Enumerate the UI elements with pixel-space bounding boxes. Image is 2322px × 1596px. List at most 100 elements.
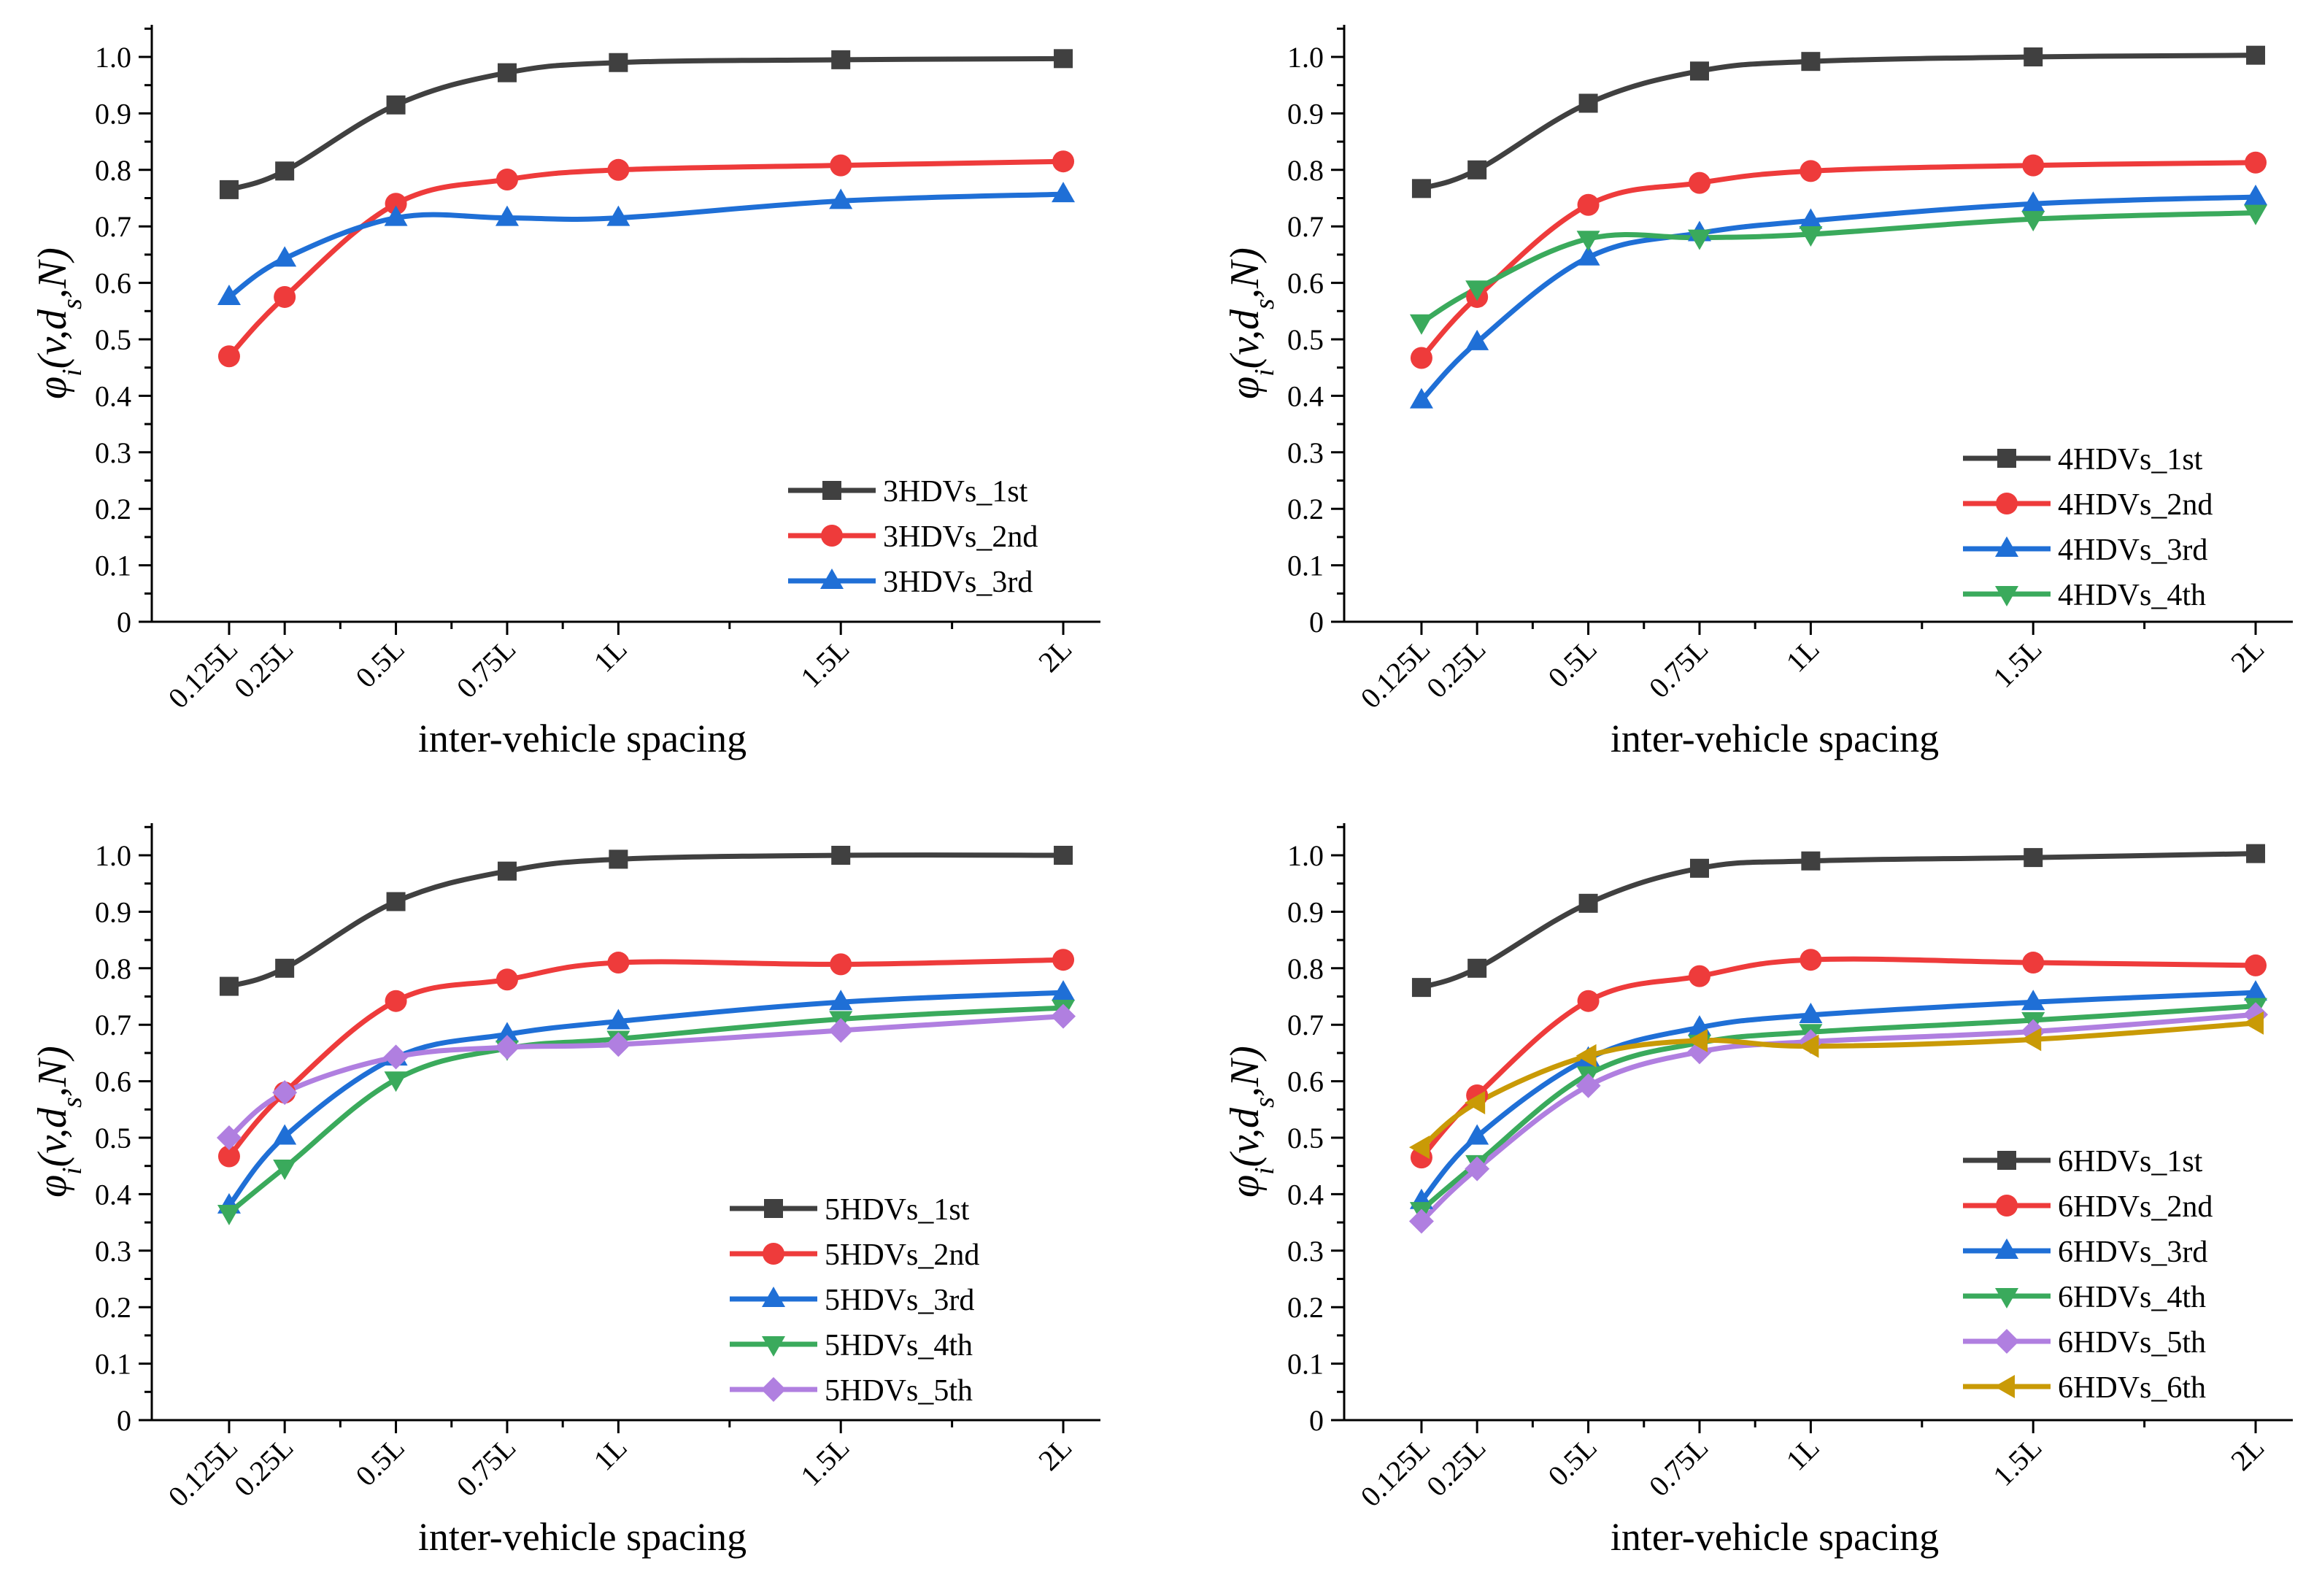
chart-panel-4: 0 0.1 0.2 0.3 0.4 0.5 0.6 0.7 0.8 0.9 1.0 0.125L0.2… (1222, 823, 2293, 1559)
legend-label: 5HDVs_4th (825, 1329, 973, 1362)
data-point-5HDVs_3rd (829, 990, 853, 1011)
y-tick-label: 0.5 (1287, 323, 1324, 356)
y-axis-title: φi(v,ds,N) (30, 247, 88, 399)
series-line-4HDVs_2nd (1419, 160, 2259, 361)
x-tick-label: 0.5L (349, 633, 410, 694)
data-point-6HDVs_3rd (1465, 1124, 1489, 1145)
y-axis-title: φi(v,ds,N) (30, 1046, 88, 1198)
data-point-5HDVs_5th (216, 1125, 242, 1150)
data-point-6HDVs_6th (2243, 1011, 2264, 1035)
legend-marker (762, 1336, 785, 1357)
y-axis-title: φi(v,ds,N) (1222, 247, 1280, 399)
x-axis-title: inter-vehicle spacing (418, 1515, 747, 1559)
series-line-3HDVs_2nd (226, 158, 1066, 359)
data-point-3HDVs_3rd (495, 205, 519, 226)
data-point-5HDVs_2nd (1052, 949, 1075, 971)
y-tick-label: 0.8 (1287, 952, 1324, 985)
data-point-5HDVs_4th (273, 1160, 297, 1181)
y-tick-label: 0.3 (95, 1235, 131, 1268)
data-point-3HDVs_2nd (607, 158, 630, 181)
series-line-4HDVs_3rd (1419, 194, 2259, 404)
y-tick-label: 0.7 (1287, 210, 1324, 243)
data-point-3HDVs_1st (386, 95, 406, 115)
data-point-6HDVs_2nd (1800, 949, 1822, 971)
data-point-6HDVs_3rd (1799, 1003, 1823, 1024)
data-point-6HDVs_1st (1467, 958, 1487, 978)
data-point-4HDVs_4th (2021, 211, 2045, 232)
series-line-4HDVs_4th (1419, 210, 2259, 325)
x-tick-label: 2L (1032, 633, 1078, 679)
data-point-3HDVs_1st (497, 63, 517, 82)
legend-marker (1994, 1329, 2019, 1354)
x-tick-label: 0.25L (228, 633, 300, 705)
x-tick-label: 0.5L (1541, 1431, 1602, 1492)
series-line-5HDVs_3rd (226, 990, 1066, 1208)
y-tick-label: 0.8 (95, 952, 131, 985)
y-tick-label: 1.0 (1287, 839, 1324, 872)
data-point-4HDVs_1st (1801, 52, 1821, 72)
data-point-4HDVs_2nd (1410, 347, 1432, 369)
data-point-6HDVs_6th (2021, 1028, 2042, 1052)
y-tick-label: 0.4 (1287, 379, 1324, 412)
series-line-6HDVs_2nd (1419, 956, 2259, 1160)
data-point-4HDVs_3rd (2021, 191, 2045, 212)
legend-marker (1996, 493, 2018, 514)
data-point-5HDVs_2nd (830, 953, 852, 976)
x-tick-label: 0.25L (1420, 633, 1492, 705)
data-point-6HDVs_5th (1575, 1073, 1601, 1098)
legend-label: 6HDVs_1st (2058, 1145, 2203, 1179)
y-tick-label: 0.8 (1287, 154, 1324, 187)
data-point-6HDVs_6th (1686, 1028, 1708, 1052)
x-tick-label: 0.75L (1643, 633, 1715, 705)
x-tick-label: 2L (2224, 633, 2270, 679)
data-point-5HDVs_5th (828, 1017, 854, 1043)
data-point-5HDVs_1st (497, 861, 517, 881)
data-point-4HDVs_4th (1576, 231, 1600, 252)
y-tick-label: 0 (117, 606, 131, 639)
data-point-5HDVs_2nd (385, 990, 407, 1012)
x-tick-label: 0.125L (1354, 633, 1437, 715)
data-point-5HDVs_5th (606, 1032, 631, 1057)
y-tick-label: 0 (1309, 606, 1324, 639)
y-tick-label: 0.9 (95, 97, 131, 130)
data-point-4HDVs_2nd (1800, 160, 1822, 182)
data-point-5HDVs_4th (217, 1204, 241, 1225)
y-tick-label: 0.5 (95, 323, 131, 356)
legend: 3HDVs_1st 3HDVs_2nd 3HDVs_3rd (788, 475, 1038, 599)
y-tick-label: 0.1 (1287, 550, 1324, 582)
series-line-5HDVs_1st (226, 852, 1066, 990)
y-tick-label: 0.5 (1287, 1122, 1324, 1154)
x-tick-label: 0.125L (162, 1431, 244, 1514)
legend-label: 6HDVs_4th (2058, 1281, 2206, 1314)
data-point-4HDVs_1st (1467, 160, 1487, 180)
x-tick-label: 0.25L (1420, 1431, 1492, 1503)
x-tick-label: 0.125L (1354, 1431, 1437, 1514)
legend-label: 4HDVs_1st (2058, 443, 2203, 477)
y-tick-label: 0 (117, 1404, 131, 1437)
data-point-6HDVs_3rd (2021, 990, 2045, 1011)
y-tick-label: 1.0 (95, 839, 131, 872)
x-axis-title: inter-vehicle spacing (1611, 1515, 1939, 1559)
legend-marker (1995, 1238, 2018, 1259)
x-tick-label: 0.75L (450, 633, 522, 705)
x-tick-label: 0.125L (162, 633, 244, 715)
y-tick-label: 0.7 (95, 1009, 131, 1041)
y-tick-label: 0.4 (95, 1178, 131, 1211)
data-point-5HDVs_3rd (495, 1022, 519, 1043)
y-tick-label: 0.9 (1287, 895, 1324, 928)
data-point-6HDVs_2nd (1688, 965, 1710, 987)
y-tick-label: 0.1 (95, 1348, 131, 1381)
data-point-5HDVs_2nd (607, 952, 630, 974)
legend-marker (820, 568, 844, 589)
data-point-6HDVs_6th (1798, 1034, 1819, 1058)
y-tick-label: 0.9 (1287, 97, 1324, 130)
y-tick-label: 0.6 (1287, 267, 1324, 300)
data-point-3HDVs_3rd (273, 246, 297, 267)
data-point-5HDVs_4th (384, 1071, 408, 1092)
legend-marker (764, 1199, 783, 1218)
x-tick-label: 1L (1780, 1431, 1826, 1477)
data-point-6HDVs_3rd (2244, 980, 2268, 1001)
data-point-4HDVs_3rd (1799, 208, 1823, 229)
data-point-4HDVs_4th (1409, 314, 1433, 335)
